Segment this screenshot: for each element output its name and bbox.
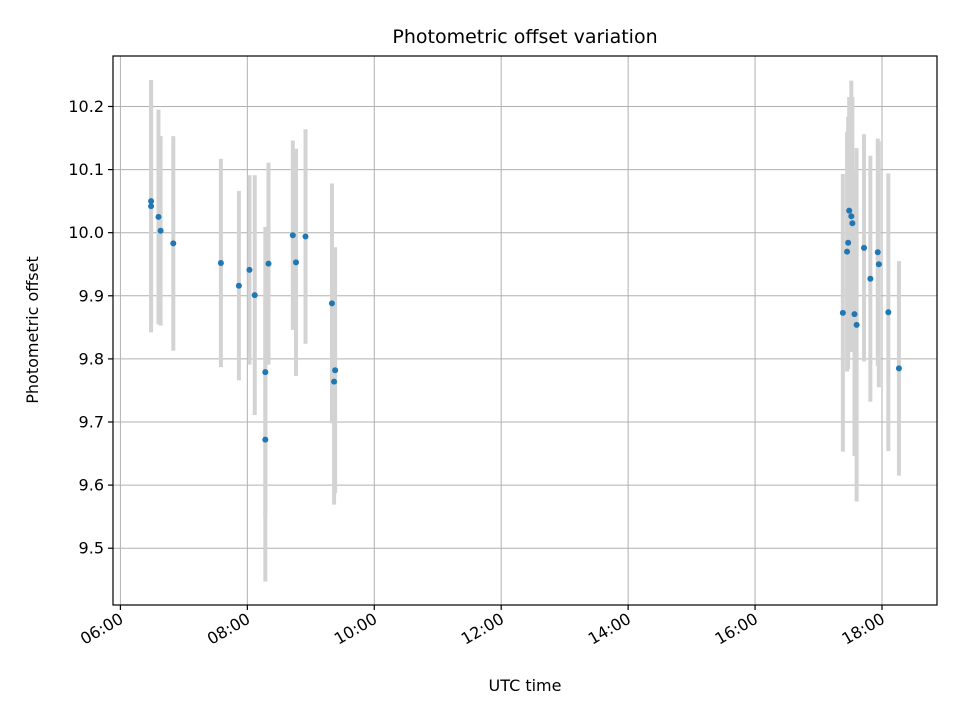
data-point	[844, 248, 851, 255]
data-point	[217, 259, 224, 266]
data-point	[292, 259, 299, 266]
data-point	[851, 311, 858, 318]
data-point	[331, 378, 338, 385]
data-point	[265, 260, 272, 267]
data-point	[302, 233, 309, 240]
data-point	[845, 239, 852, 246]
data-point	[853, 321, 860, 328]
data-point	[848, 213, 855, 220]
data-point	[849, 220, 856, 227]
data-point	[839, 309, 846, 316]
x-axis-label: UTC time	[489, 676, 562, 695]
data-point	[157, 227, 164, 234]
y-axis-label: Photometric offset	[23, 256, 42, 404]
data-point	[328, 300, 335, 307]
data-points	[148, 198, 902, 443]
data-point	[875, 261, 882, 268]
data-point	[895, 365, 902, 372]
data-point	[148, 203, 155, 210]
data-point	[148, 198, 155, 205]
data-point	[332, 367, 339, 374]
data-point	[235, 282, 242, 289]
data-point	[155, 213, 162, 220]
y-tick-label: 9.9	[79, 286, 104, 305]
data-point	[861, 244, 868, 251]
data-point	[262, 369, 269, 376]
data-point	[251, 292, 258, 299]
y-tick-label: 9.6	[79, 476, 104, 495]
plot-area	[113, 56, 937, 605]
data-point	[874, 249, 881, 256]
data-point	[885, 309, 892, 316]
y-tick-label: 9.8	[79, 349, 104, 368]
y-tick-label: 10.0	[68, 223, 104, 242]
y-tick-label: 9.7	[79, 413, 104, 432]
y-tick-label: 10.1	[68, 160, 104, 179]
data-point	[262, 436, 269, 443]
data-point	[170, 240, 177, 247]
chart-title: Photometric offset variation	[392, 26, 657, 48]
data-point	[846, 207, 853, 214]
data-point	[246, 266, 253, 273]
y-tick-label: 9.5	[79, 539, 104, 558]
plot-frame	[112, 55, 938, 606]
grid-lines	[113, 56, 937, 605]
data-point	[867, 275, 874, 282]
y-axis-ticks: 9.5 9.6 9.7 9.8 9.9 10.0 10.1 10.2	[68, 97, 113, 558]
data-point	[289, 232, 296, 239]
y-tick-label: 10.2	[68, 97, 104, 116]
